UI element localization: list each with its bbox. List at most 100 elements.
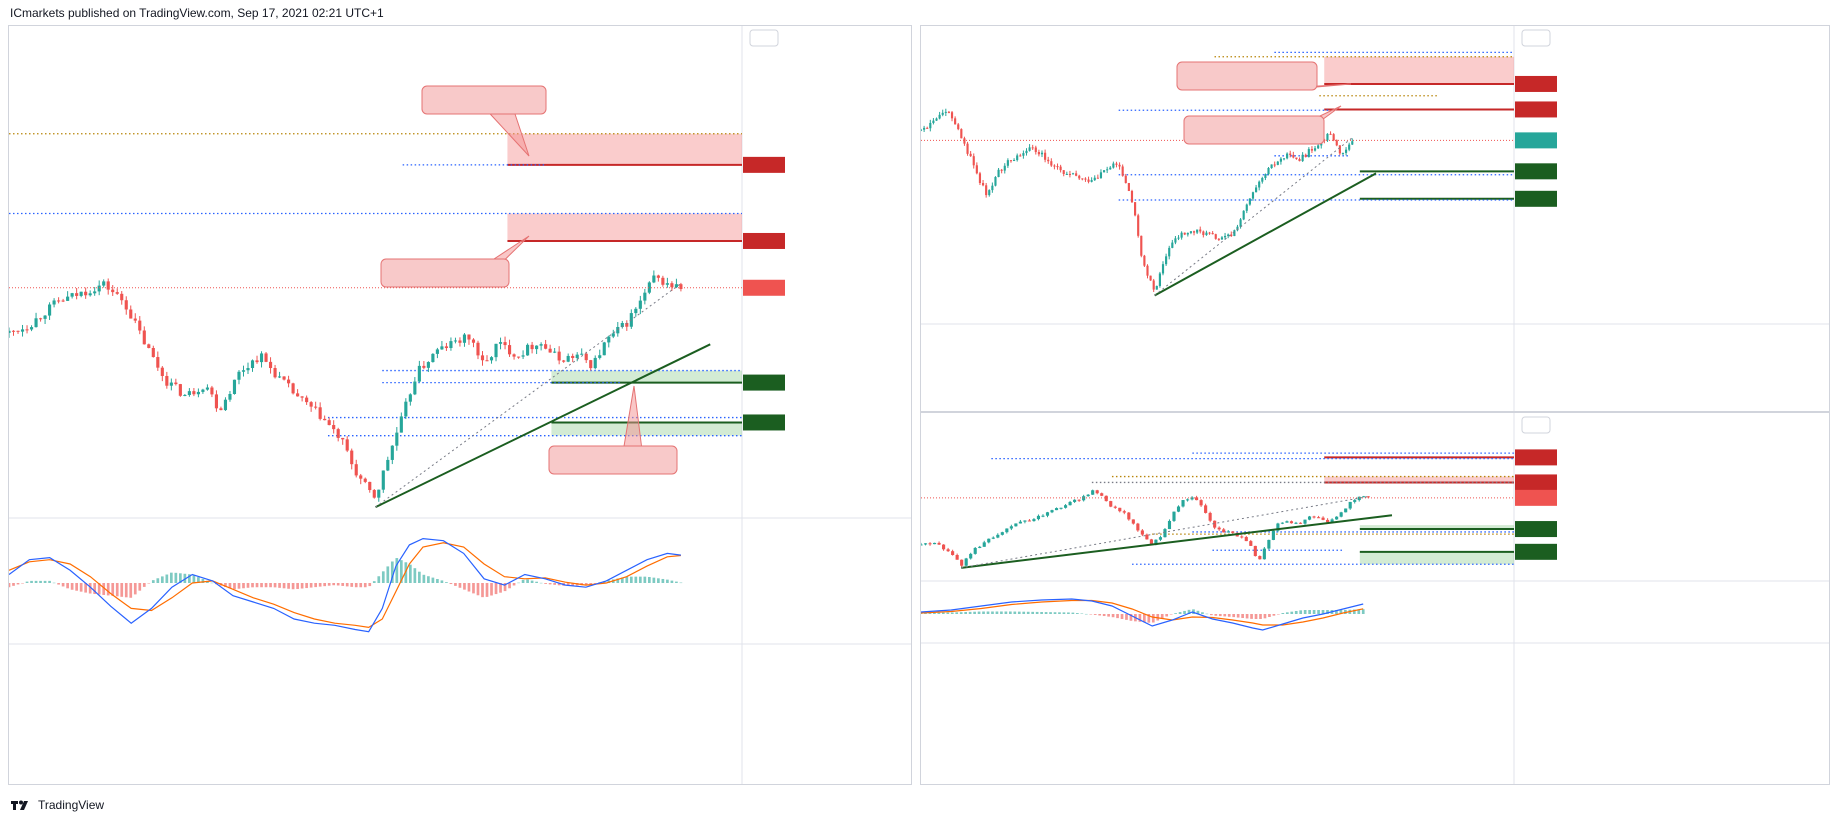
macd-histogram-bar (120, 583, 124, 597)
candle-body (526, 344, 530, 356)
macd-histogram-bar (1205, 613, 1209, 615)
chart-pane-daily[interactable] (920, 412, 1830, 785)
macd-histogram-bar (1335, 610, 1338, 614)
candle-body (165, 375, 169, 386)
candle-body (498, 342, 503, 344)
candle-body (1000, 169, 1003, 171)
macd-histogram-bar (413, 568, 417, 583)
candle-body (580, 353, 584, 355)
candle-body (43, 315, 47, 319)
candle-body (548, 348, 552, 353)
macd-histogram-bar (88, 583, 92, 594)
candle-body (1118, 507, 1122, 512)
candle-body (985, 185, 988, 196)
candle-body (1248, 198, 1251, 205)
candle-body (1295, 157, 1298, 160)
candle-body (539, 344, 543, 346)
level-price-tag (1515, 163, 1557, 180)
candle-body (169, 382, 173, 386)
candle-body (88, 293, 92, 296)
candle-body (1056, 166, 1059, 168)
macd-histogram-bar (950, 612, 954, 614)
chart-pane-weekly[interactable] (920, 25, 1830, 412)
macd-histogram-bar (535, 581, 538, 583)
candle-body (1351, 141, 1354, 145)
candle-body (1121, 166, 1124, 176)
candle-body (223, 399, 228, 411)
candle-body (1301, 154, 1304, 162)
candle-body (972, 156, 975, 166)
candle-body (372, 490, 376, 498)
candle-body (1174, 238, 1177, 243)
candle-body (951, 551, 955, 555)
trend-line (961, 514, 1393, 569)
candle-body (1267, 168, 1270, 175)
macd-histogram-bar (336, 583, 340, 586)
candle-body (476, 342, 480, 356)
candle-body (973, 547, 977, 554)
candle-body (187, 391, 191, 396)
candle-body (1242, 210, 1245, 220)
macd-histogram-bar (1232, 614, 1236, 618)
macd-histogram-bar (436, 579, 439, 583)
candle-body (1158, 537, 1163, 540)
level-price-tag (1515, 521, 1557, 538)
macd-histogram-bar (616, 578, 620, 583)
candle-body (97, 285, 101, 292)
macd-histogram-bar (1312, 610, 1316, 614)
candle-body (413, 381, 417, 395)
candle-body (643, 292, 647, 301)
candle-body (926, 127, 929, 129)
macd-histogram-bar (9, 583, 11, 588)
candle-body (1077, 499, 1081, 501)
candle-body (1065, 173, 1068, 175)
candle-body (1231, 531, 1235, 533)
macd-histogram-bar (440, 580, 444, 583)
candle-body (192, 391, 196, 395)
candle-body (938, 114, 941, 119)
macd-histogram-bar (995, 611, 999, 614)
macd-histogram-bar (1245, 614, 1249, 619)
candle-body (942, 544, 946, 550)
level-price-tag (1515, 543, 1557, 560)
candle-body (1326, 133, 1329, 141)
candle-body (1086, 494, 1090, 497)
fib-swing-line (1154, 137, 1353, 296)
macd-histogram-bar (1058, 612, 1061, 614)
candle-body (1013, 160, 1016, 162)
candle-body (485, 360, 489, 362)
macd-histogram-bar (1102, 614, 1106, 617)
macd-histogram-bar (287, 583, 290, 589)
macd-histogram-bar (625, 576, 629, 583)
macd-histogram-bar (503, 583, 507, 592)
candle-body (1059, 166, 1062, 171)
candle-body (291, 383, 295, 394)
candle-body (960, 559, 964, 566)
macd-histogram-bar (1165, 614, 1169, 617)
candle-body (1122, 511, 1126, 513)
macd-histogram-bar (314, 583, 317, 588)
candle-body (395, 432, 399, 446)
candle-body (1131, 519, 1135, 524)
macd-histogram-bar (332, 583, 336, 586)
macd-histogram-bar (933, 612, 936, 614)
candle-body (1338, 145, 1341, 154)
chart-pane-4h[interactable] (8, 25, 912, 785)
candle-body (1183, 232, 1186, 235)
macd-histogram-bar (327, 583, 331, 586)
macd-histogram-bar (508, 583, 511, 589)
macd-histogram-bar (924, 612, 927, 614)
macd-histogram-bar (1004, 611, 1008, 614)
footer-brand: TradingView (38, 798, 105, 812)
macd-histogram-bar (124, 583, 128, 598)
candle-body (1332, 134, 1335, 141)
candle-body (1124, 175, 1127, 183)
macd-histogram-bar (1053, 612, 1057, 614)
macd-histogram-bar (472, 583, 475, 594)
candle-body (201, 389, 205, 392)
level-zone (1359, 551, 1514, 565)
macd-histogram-bar (512, 583, 516, 586)
macd-histogram-bar (1049, 612, 1052, 614)
macd-histogram-bar (1285, 612, 1289, 614)
macd-histogram-bar (1022, 611, 1026, 614)
